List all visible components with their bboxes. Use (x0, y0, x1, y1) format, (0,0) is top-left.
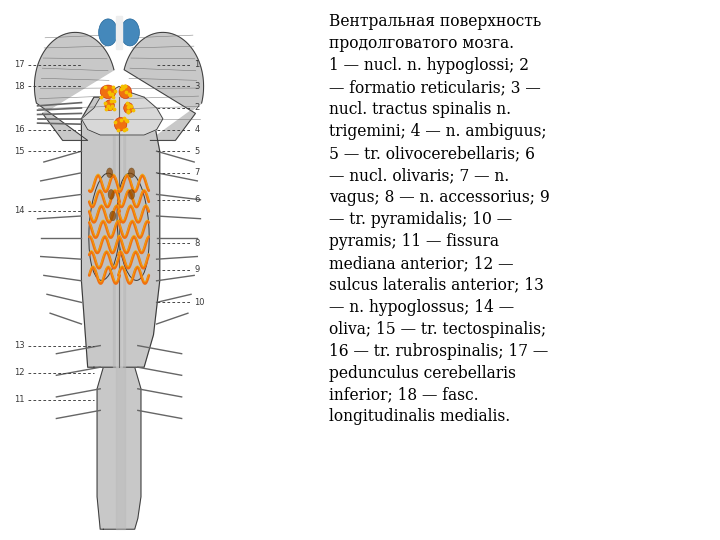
Point (100, 99, 112, 108)
Point (102, 98, 113, 106)
Ellipse shape (128, 168, 135, 178)
Point (123, 105, 135, 114)
Polygon shape (97, 367, 141, 529)
Text: 14: 14 (14, 206, 25, 215)
Point (108, 96, 120, 105)
Text: 6: 6 (194, 195, 199, 204)
Text: 9: 9 (194, 266, 199, 274)
Point (117, 125, 128, 134)
Point (118, 108, 130, 117)
Ellipse shape (108, 190, 114, 199)
Point (114, 93, 126, 102)
Point (99, 103, 111, 112)
Point (125, 107, 137, 116)
Point (99, 86, 111, 95)
Point (120, 118, 132, 126)
Ellipse shape (128, 190, 135, 199)
Point (122, 91, 133, 100)
Point (108, 105, 120, 114)
Point (105, 105, 117, 113)
Text: 5: 5 (194, 147, 199, 156)
Polygon shape (116, 97, 122, 367)
Point (96, 91, 107, 100)
Polygon shape (124, 32, 204, 140)
Text: Вентральная поверхность
продолговатого мозга.
1 — nucl. n. hypoglossi; 2
— forma: Вентральная поверхность продолговатого м… (330, 14, 550, 426)
Ellipse shape (100, 85, 116, 98)
Ellipse shape (99, 19, 117, 46)
Ellipse shape (105, 100, 114, 111)
Text: 8: 8 (194, 239, 199, 247)
Polygon shape (81, 86, 163, 135)
Point (118, 103, 130, 111)
Point (109, 119, 120, 127)
Ellipse shape (114, 117, 127, 131)
Text: 13: 13 (14, 341, 25, 350)
Text: 7: 7 (194, 168, 199, 177)
Text: 1: 1 (194, 60, 199, 69)
Point (120, 86, 132, 94)
Point (120, 108, 131, 117)
Text: 17: 17 (14, 60, 25, 69)
Point (112, 125, 124, 133)
Polygon shape (116, 367, 125, 529)
Text: 10: 10 (194, 298, 204, 307)
Point (107, 87, 118, 96)
Text: 15: 15 (14, 147, 25, 156)
Point (126, 109, 138, 118)
Point (109, 117, 121, 126)
Text: 18: 18 (14, 82, 25, 91)
Point (118, 120, 130, 129)
Text: 4: 4 (194, 125, 199, 134)
Ellipse shape (119, 85, 132, 98)
Point (125, 92, 136, 101)
Text: 11: 11 (14, 395, 25, 404)
Text: 12: 12 (14, 368, 25, 377)
Point (114, 82, 125, 91)
Point (120, 103, 132, 111)
Point (110, 118, 122, 126)
Point (123, 86, 135, 95)
Polygon shape (81, 97, 160, 367)
Text: 2: 2 (194, 104, 199, 112)
Point (122, 100, 133, 109)
Point (117, 124, 128, 133)
Point (115, 92, 127, 100)
Point (96, 87, 108, 96)
Ellipse shape (117, 173, 149, 280)
Ellipse shape (124, 103, 133, 113)
Ellipse shape (120, 19, 140, 46)
Ellipse shape (107, 168, 113, 178)
Text: 3: 3 (194, 82, 199, 91)
Point (98, 85, 109, 94)
Polygon shape (113, 97, 125, 367)
Point (102, 82, 113, 90)
Polygon shape (116, 16, 122, 49)
Point (100, 100, 112, 109)
Point (95, 83, 107, 91)
Point (105, 97, 117, 105)
Ellipse shape (109, 211, 116, 221)
Ellipse shape (89, 173, 121, 280)
Text: 16: 16 (14, 125, 25, 134)
Polygon shape (35, 32, 114, 140)
Point (122, 82, 134, 91)
Point (95, 91, 107, 99)
